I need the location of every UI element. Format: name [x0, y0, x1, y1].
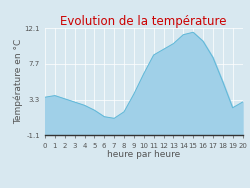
- Y-axis label: Température en °C: Température en °C: [14, 39, 23, 124]
- Title: Evolution de la température: Evolution de la température: [60, 15, 227, 28]
- X-axis label: heure par heure: heure par heure: [107, 150, 180, 159]
